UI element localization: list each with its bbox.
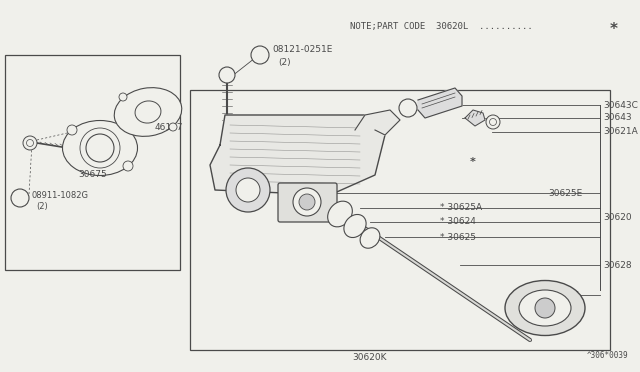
Ellipse shape (115, 88, 182, 137)
Polygon shape (465, 110, 485, 126)
Bar (5, 55, 180, 270)
Ellipse shape (63, 121, 138, 176)
Circle shape (399, 99, 417, 117)
Text: NOTE;PART CODE  30620L  ..........: NOTE;PART CODE 30620L .......... (350, 22, 532, 31)
Circle shape (490, 119, 497, 125)
Ellipse shape (344, 215, 366, 238)
Text: 08911-1082G: 08911-1082G (32, 192, 89, 201)
Circle shape (226, 168, 270, 212)
Ellipse shape (360, 228, 380, 248)
Text: 30620K: 30620K (353, 353, 387, 362)
Text: 30620: 30620 (603, 214, 632, 222)
Circle shape (293, 188, 321, 216)
Text: 46127: 46127 (155, 124, 184, 132)
Circle shape (123, 161, 133, 171)
Text: * 30624: * 30624 (440, 218, 476, 227)
Circle shape (219, 67, 235, 83)
Text: (2): (2) (36, 202, 48, 212)
Text: ^306*0039: ^306*0039 (586, 351, 628, 360)
Text: (2): (2) (278, 58, 291, 67)
Circle shape (251, 46, 269, 64)
Circle shape (119, 93, 127, 101)
Text: N: N (17, 193, 23, 202)
Circle shape (535, 298, 555, 318)
Circle shape (86, 134, 114, 162)
Polygon shape (210, 115, 385, 195)
Circle shape (236, 178, 260, 202)
Text: * 30627: * 30627 (543, 291, 579, 299)
Text: 30675: 30675 (79, 170, 108, 179)
Circle shape (486, 115, 500, 129)
Polygon shape (355, 110, 400, 135)
Text: 30625E: 30625E (548, 189, 582, 198)
Circle shape (299, 194, 315, 210)
Ellipse shape (505, 280, 585, 336)
Circle shape (26, 140, 33, 147)
Text: *: * (470, 157, 476, 167)
Text: * 30625A: * 30625A (440, 203, 482, 212)
Text: 30643C: 30643C (603, 100, 638, 109)
Text: *: * (610, 22, 618, 37)
Circle shape (169, 123, 177, 131)
Circle shape (11, 189, 29, 207)
Text: * 30625: * 30625 (440, 232, 476, 241)
Circle shape (67, 125, 77, 135)
Text: *: * (527, 305, 532, 315)
Text: 30628: 30628 (603, 260, 632, 269)
Polygon shape (418, 88, 462, 118)
Circle shape (23, 136, 37, 150)
Bar (190, 90, 610, 350)
Ellipse shape (135, 101, 161, 123)
Ellipse shape (519, 290, 571, 326)
Text: 30643: 30643 (603, 113, 632, 122)
FancyBboxPatch shape (278, 183, 337, 222)
Text: 30621A: 30621A (603, 128, 637, 137)
Text: B: B (257, 51, 263, 60)
Text: 08121-0251E: 08121-0251E (272, 45, 332, 55)
Ellipse shape (328, 201, 353, 227)
